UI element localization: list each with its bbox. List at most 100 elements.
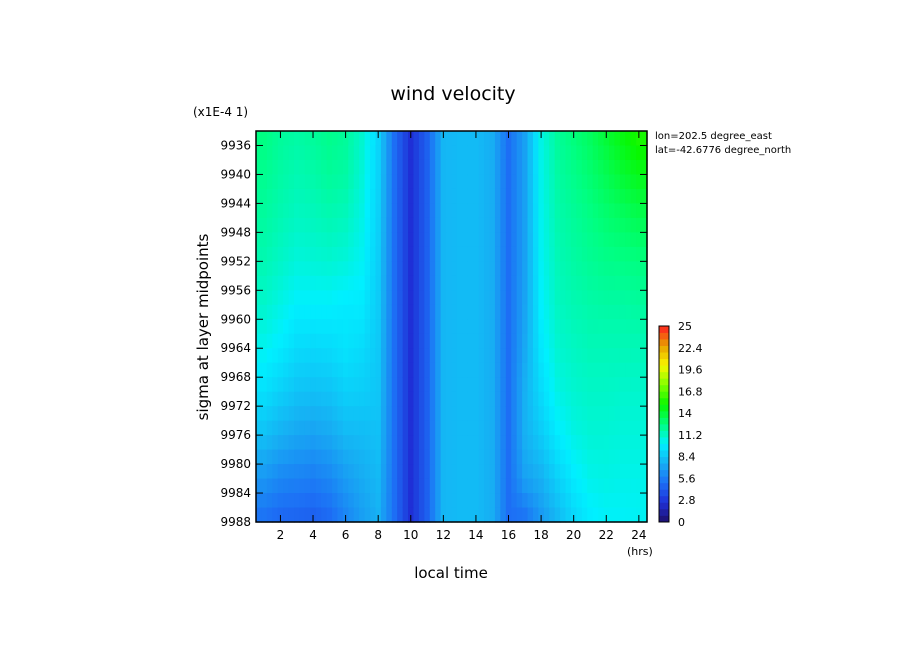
heatmap-cell xyxy=(462,478,469,494)
heatmap-cell xyxy=(598,348,605,364)
heatmap-cell xyxy=(511,348,518,364)
heatmap-cell xyxy=(473,464,480,480)
heatmap-cell xyxy=(418,362,425,378)
heatmap-cell xyxy=(630,304,637,320)
heatmap-cell xyxy=(424,145,431,161)
heatmap-cell xyxy=(554,333,561,349)
heatmap-cell xyxy=(418,217,425,233)
heatmap-cell xyxy=(451,261,458,277)
heatmap-cell xyxy=(397,290,404,306)
heatmap-cell xyxy=(424,391,431,407)
heatmap-cell xyxy=(310,449,317,465)
heatmap-cell xyxy=(424,275,431,291)
heatmap-cell xyxy=(321,319,328,335)
heatmap-cell xyxy=(630,159,637,176)
heatmap-cell xyxy=(570,464,577,480)
heatmap-cell xyxy=(614,493,621,509)
heatmap-cell xyxy=(494,493,501,509)
heatmap-cell xyxy=(299,290,306,306)
heatmap-cell xyxy=(353,131,360,147)
heatmap-cell xyxy=(619,304,626,320)
heatmap-cell xyxy=(473,348,480,364)
heatmap-cell xyxy=(397,464,404,480)
heatmap-cell xyxy=(456,449,463,465)
heatmap-cell xyxy=(543,246,550,262)
heatmap-cell xyxy=(283,420,290,436)
heatmap-cell xyxy=(570,232,577,248)
heatmap-cell xyxy=(429,290,436,306)
heatmap-cell xyxy=(359,246,366,262)
heatmap-cell xyxy=(462,275,469,291)
heatmap-cell xyxy=(332,333,339,349)
heatmap-cell xyxy=(413,348,420,364)
heatmap-cell xyxy=(511,304,518,320)
heatmap-cell xyxy=(641,449,648,465)
heatmap-cell xyxy=(522,275,529,291)
heatmap-cell xyxy=(462,348,469,364)
heatmap-cell xyxy=(532,406,539,422)
heatmap-cell xyxy=(522,406,529,422)
heatmap-cell xyxy=(554,319,561,335)
heatmap-cell xyxy=(625,333,632,349)
heatmap-cell xyxy=(435,464,442,480)
heatmap-cell xyxy=(538,362,545,378)
heatmap-cell xyxy=(636,174,643,190)
heatmap-cell xyxy=(435,131,442,147)
heatmap-cell xyxy=(516,478,523,494)
heatmap-cell xyxy=(391,261,398,277)
heatmap-cell xyxy=(272,131,279,147)
heatmap-cell xyxy=(337,319,344,335)
heatmap-cell xyxy=(283,159,290,176)
heatmap-cell xyxy=(554,362,561,378)
heatmap-cell xyxy=(272,449,279,465)
heatmap-cell xyxy=(446,420,453,436)
heatmap-cell xyxy=(256,391,263,407)
heatmap-cell xyxy=(625,377,632,393)
heatmap-cell xyxy=(608,217,616,233)
heatmap-cell xyxy=(418,304,425,320)
heatmap-cell xyxy=(277,174,284,190)
heatmap-cell xyxy=(408,159,415,176)
heatmap-cell xyxy=(565,290,572,306)
heatmap-cell xyxy=(402,420,409,436)
y-tick-label: 9956 xyxy=(220,283,251,297)
heatmap-cell xyxy=(467,449,474,465)
heatmap-cell xyxy=(353,159,360,176)
heatmap-cell xyxy=(332,348,339,364)
heatmap-cell xyxy=(375,131,382,147)
heatmap-cell xyxy=(326,232,333,248)
heatmap-cell xyxy=(380,478,387,494)
heatmap-cell xyxy=(272,203,279,219)
heatmap-cell xyxy=(337,507,344,523)
heatmap-cell xyxy=(598,464,605,480)
heatmap-cell xyxy=(614,478,621,494)
heatmap-cell xyxy=(348,261,355,277)
heatmap-cell xyxy=(484,159,491,176)
heatmap-cell xyxy=(554,435,561,451)
heatmap-cell xyxy=(397,131,404,147)
heatmap-cell xyxy=(397,391,404,407)
heatmap-cell xyxy=(337,377,344,393)
heatmap-cell xyxy=(283,319,290,335)
heatmap-cell xyxy=(630,449,637,465)
heatmap-cell xyxy=(565,203,572,219)
heatmap-cell xyxy=(532,275,539,291)
heatmap-cell xyxy=(435,319,442,335)
heatmap-cell xyxy=(277,188,284,205)
heatmap-cell xyxy=(272,275,279,291)
heatmap-cell xyxy=(581,362,588,378)
heatmap-cell xyxy=(549,232,556,248)
heatmap-cell xyxy=(342,377,349,393)
heatmap-cell xyxy=(299,391,306,407)
heatmap-cell xyxy=(560,131,567,147)
heatmap-cell xyxy=(418,131,425,147)
heatmap-cell xyxy=(256,406,263,422)
heatmap-cell xyxy=(489,159,496,176)
heatmap-cell xyxy=(456,391,463,407)
heatmap-cell xyxy=(641,131,648,147)
x-tick-label: 14 xyxy=(468,528,483,542)
heatmap-cell xyxy=(418,348,425,364)
heatmap-cell xyxy=(342,261,349,277)
heatmap-cell xyxy=(440,391,447,407)
heatmap-cell xyxy=(560,290,567,306)
